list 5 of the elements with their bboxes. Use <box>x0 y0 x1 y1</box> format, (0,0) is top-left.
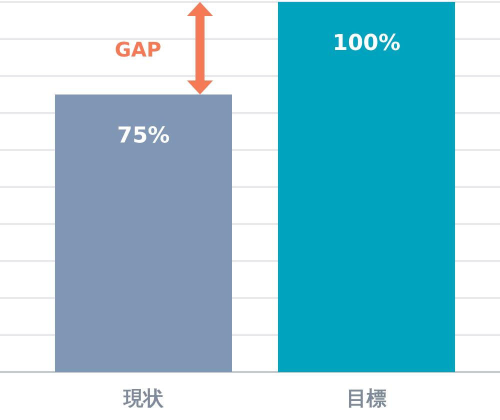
data-label: 100% <box>332 31 400 56</box>
x-tick-label: 現状 <box>122 386 164 410</box>
x-tick-label: 目標 <box>346 386 386 410</box>
annotation: GAP <box>114 37 162 62</box>
data-label: 75% <box>117 124 170 148</box>
